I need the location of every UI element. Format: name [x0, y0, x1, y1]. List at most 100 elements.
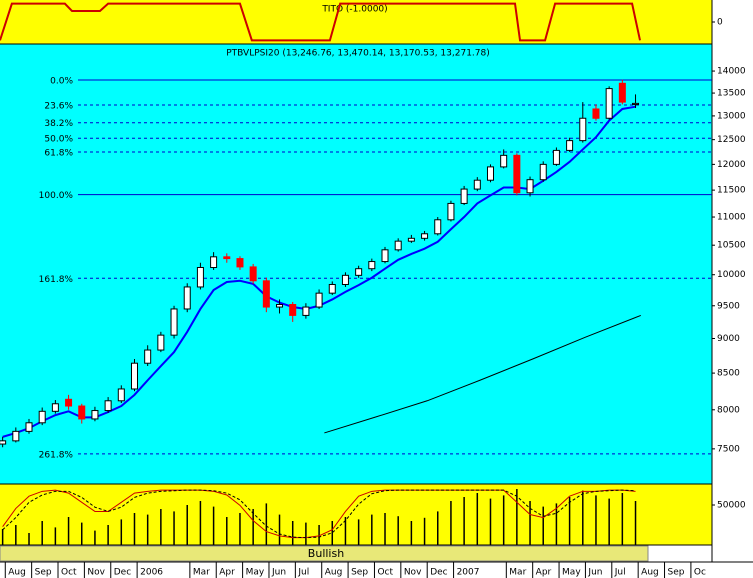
- candle-body: [12, 430, 20, 442]
- candle-body: [473, 179, 481, 190]
- x-tick-label: May: [246, 568, 265, 578]
- candle-body: [486, 166, 494, 181]
- y-tick-label: 14000: [717, 67, 746, 77]
- candle-body: [315, 292, 323, 308]
- moving-average: [324, 314, 641, 434]
- y-tick-label: 12000: [717, 160, 746, 170]
- candle-body: [592, 108, 600, 119]
- x-tick-label: 2007: [457, 568, 480, 578]
- x-tick-label: Jun: [587, 568, 602, 578]
- fib-label: 161.8%: [39, 275, 74, 285]
- candle-body: [0, 440, 7, 445]
- fib-label: 38.2%: [44, 119, 73, 129]
- y-tick-label: 11500: [717, 186, 746, 196]
- x-tick-label: 2006: [140, 568, 163, 578]
- candle-body: [117, 388, 125, 402]
- candle-body: [276, 304, 284, 308]
- candle-body: [500, 154, 508, 168]
- candle-body: [328, 283, 336, 294]
- candle-body: [341, 274, 349, 285]
- candle-body: [447, 202, 455, 221]
- candle-body: [78, 405, 86, 420]
- x-tick-label: Dec: [114, 568, 131, 578]
- x-tick-label: Sep: [351, 568, 368, 578]
- candle-body: [632, 102, 640, 106]
- candle-body: [157, 334, 165, 351]
- candle-body: [236, 258, 244, 268]
- x-tick-label: Jul: [297, 568, 309, 578]
- fib-label: 23.6%: [44, 102, 73, 112]
- candle-body: [170, 308, 178, 336]
- x-tick-label: Mar: [509, 568, 526, 578]
- stochastic-line: [2, 489, 636, 539]
- stochastic-line: [2, 489, 636, 539]
- x-tick-label: May: [562, 568, 581, 578]
- candle-body: [539, 163, 547, 181]
- chart-title: PTBVLPSI20 (13,246.76, 13,470.14, 13,170…: [226, 49, 490, 59]
- candle-body: [421, 233, 429, 239]
- x-tick-label: Sep: [35, 568, 52, 578]
- y-tick-label: 10500: [717, 241, 746, 251]
- candle-body: [302, 306, 310, 316]
- y-tick-label: 12500: [717, 135, 746, 145]
- y-tick-label: 10000: [717, 270, 746, 280]
- indicator-line: [0, 2, 641, 42]
- x-tick-label: Sep: [668, 568, 685, 578]
- x-tick-label: Oct: [377, 568, 393, 578]
- x-tick-label: Aug: [641, 568, 659, 578]
- y-tick-label: 8500: [717, 369, 740, 379]
- x-tick-label: Aug: [8, 568, 26, 578]
- candle-body: [381, 249, 389, 263]
- candle-body: [513, 154, 521, 194]
- candle-body: [196, 267, 204, 288]
- signal-bar: [0, 545, 649, 562]
- signal-label: Bullish: [308, 547, 344, 560]
- y-tick-label: 8000: [717, 405, 740, 415]
- candle-body: [289, 304, 297, 316]
- x-tick-label: Oc: [694, 568, 706, 578]
- candle-body: [65, 398, 73, 407]
- fib-label: 100.0%: [39, 191, 74, 201]
- bottom-panel: [0, 484, 712, 545]
- candle-body: [223, 256, 231, 260]
- candle-body: [249, 266, 257, 282]
- main-panel: [0, 44, 712, 484]
- x-tick-label: Nov: [404, 568, 422, 578]
- candle-body: [394, 240, 402, 251]
- candle-body: [460, 188, 468, 204]
- y-tick-label: 13000: [717, 111, 746, 121]
- candle-body: [566, 140, 574, 151]
- indicator-title: TITO (-1.0000): [321, 5, 387, 15]
- fib-label: 0.0%: [50, 76, 73, 86]
- x-tick-label: Nov: [87, 568, 105, 578]
- candle-body: [104, 400, 112, 412]
- y-tick-label: 7500: [717, 444, 740, 454]
- x-tick-label: Apr: [219, 568, 235, 578]
- candle-body: [618, 82, 626, 103]
- x-tick-label: Aug: [325, 568, 343, 578]
- candle-body: [38, 410, 46, 424]
- candle-body: [368, 261, 376, 270]
- y-tick-label: 9500: [717, 301, 740, 311]
- x-tick-label: Jun: [271, 568, 286, 578]
- candle-body: [262, 280, 270, 308]
- fib-label: 50.0%: [44, 135, 73, 145]
- candle-body: [91, 410, 99, 420]
- x-tick-label: Oct: [61, 568, 77, 578]
- y-tick-label: 13500: [717, 89, 746, 99]
- candle-body: [144, 349, 152, 364]
- x-tick-label: Dec: [430, 568, 447, 578]
- candle-body: [579, 117, 587, 142]
- candle-body: [355, 268, 363, 276]
- candle-body: [51, 403, 59, 412]
- y-tick-label: 11000: [717, 213, 746, 223]
- candle-body: [434, 219, 442, 235]
- fib-label: 261.8%: [39, 450, 74, 460]
- fib-label: 61.8%: [44, 148, 73, 158]
- y-tick-label: 9000: [717, 334, 740, 344]
- candle-body: [407, 237, 415, 242]
- top-panel: [0, 0, 712, 44]
- y-tick-label: 0: [717, 18, 723, 28]
- candle-body: [183, 286, 191, 310]
- candle-body: [130, 362, 138, 390]
